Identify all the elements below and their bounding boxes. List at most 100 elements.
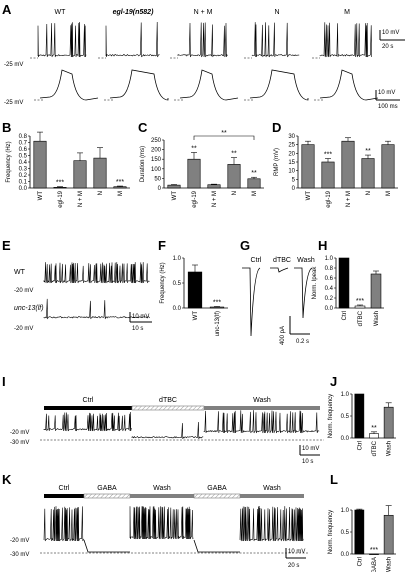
y-tick-label: 0.5 <box>173 281 182 287</box>
bar <box>187 271 203 309</box>
scale-bar-bottom-time: 100 ms <box>378 104 398 110</box>
x-tick-label: WT <box>306 191 312 201</box>
voltage-label-e-bottom: -20 mV <box>14 326 33 332</box>
ctrl-bar <box>44 406 132 410</box>
y-tick-label: 10 <box>288 169 295 175</box>
x-tick-label: M <box>252 191 258 196</box>
x-tick-label: Ctrl <box>342 311 348 320</box>
x-tick-label: Ctrl <box>357 441 363 450</box>
x-tick-label: Wash <box>387 557 393 572</box>
trace <box>131 421 204 440</box>
y-tick-label: 0.2 <box>325 296 334 302</box>
y-tick-label: 0 <box>292 186 296 192</box>
trace <box>319 22 372 58</box>
x-tick-label: egl-19 <box>192 190 198 207</box>
gaba-hyperpolarization <box>193 539 240 553</box>
bar <box>301 144 315 189</box>
y-tick-label: 15 <box>288 160 295 166</box>
significance-mark: *** <box>56 180 64 187</box>
y-tick-label: 5 <box>292 177 296 183</box>
y-tick-label: 25 <box>288 143 295 149</box>
y-tick-label: 0.0 <box>173 306 182 312</box>
scale-bar-top-time: 20 s <box>382 44 393 50</box>
significance-mark: *** <box>370 547 378 554</box>
x-tick-label: egl-19 <box>326 190 332 207</box>
significance-mark: ** <box>251 170 257 177</box>
single-spike <box>249 69 309 101</box>
x-tick-label: dTBC <box>372 440 378 456</box>
scale-bar-top-voltage: 10 mV <box>382 30 399 36</box>
y-tick-label: 250 <box>151 138 162 144</box>
bar <box>361 158 375 189</box>
bar-label-k-wash-1: Wash <box>153 485 171 492</box>
bar <box>53 187 67 189</box>
trace <box>37 22 87 58</box>
evoked-current <box>242 267 261 337</box>
panel-letter-J: J <box>330 374 337 389</box>
scale-bar-g: 400 pA 0.2 s <box>280 316 310 345</box>
bar-chart-unc13-frequency: Frequency (Hz) 0.0 0.5 1.0 WT *** unc-13(lf) <box>160 256 228 336</box>
y-tick-label: 0.3 <box>19 167 28 173</box>
gaba-bar-2-hatch <box>194 494 240 498</box>
x-tick-label: N + M <box>212 191 218 207</box>
trace <box>43 298 150 320</box>
significance-mark: ** <box>365 148 371 155</box>
spike-trains-row <box>30 22 372 59</box>
scale-bar-i-voltage: 10 mV <box>302 446 319 452</box>
significance-mark: ** <box>371 425 377 432</box>
y-tick-label: 0.0 <box>341 436 350 442</box>
ctrl-bar-k <box>44 494 84 498</box>
single-spike <box>109 69 169 101</box>
scale-bar-i: 10 mV 10 s <box>299 445 320 465</box>
bar-chart-gaba-frequency: Norm. frequency 0.0 0.5 1.0 Ctrl *** GABA Wash <box>328 505 396 572</box>
y-tick-label: 0.5 <box>341 530 350 536</box>
bar-chart-duration: Duration (ms) 0 50 100 150 200 250 WT ** egl-19 N … <box>140 130 264 208</box>
y-tick-label: 0.0 <box>341 552 350 558</box>
scale-bar-e-voltage: 10 mV <box>132 314 149 320</box>
evoked-current <box>294 267 313 319</box>
x-tick-label: WT <box>172 191 178 201</box>
evoked-current <box>270 267 289 273</box>
bar <box>369 433 379 439</box>
condition-title-n-m: N + M <box>194 9 213 16</box>
scale-bar-k-time: 20 s <box>288 563 299 569</box>
bar <box>338 257 350 309</box>
panel-letter-E: E <box>2 238 11 253</box>
condition-title-wash: Wash <box>297 257 315 264</box>
y-tick-label: 0.6 <box>325 276 334 282</box>
trace <box>251 22 300 58</box>
x-tick-label: M <box>118 191 124 196</box>
bar <box>354 509 365 555</box>
trace <box>43 412 133 432</box>
scale-bar-e: 10 mV 10 s <box>129 312 152 332</box>
panel-letter-A: A <box>2 2 12 17</box>
single-spike <box>39 69 99 101</box>
dtbc-recording-trace <box>40 410 324 441</box>
y-tick-label: 0.4 <box>325 286 334 292</box>
x-tick-label: Wash <box>374 311 380 326</box>
scale-bar-top: 10 mV 20 s <box>379 30 405 50</box>
significance-mark: *** <box>324 152 332 159</box>
trace-label-wt: WT <box>14 269 26 276</box>
y-tick-label: 0.5 <box>341 414 350 420</box>
gaba-recording-trace <box>40 506 308 554</box>
bar <box>369 553 379 555</box>
y-tick-label: 1.0 <box>173 256 182 262</box>
y-tick-label: 50 <box>154 176 161 182</box>
trace <box>239 506 304 542</box>
bar <box>73 160 87 189</box>
bar <box>167 184 181 189</box>
x-tick-label: unc-13(lf) <box>215 311 221 336</box>
bar <box>354 393 365 439</box>
panel-letter-C: C <box>138 120 148 135</box>
y-tick-label: 0.0 <box>325 306 334 312</box>
x-tick-label: egl-19 <box>58 190 64 207</box>
y-tick-label: 0.2 <box>19 173 28 179</box>
y-tick-label: 0.4 <box>19 160 28 166</box>
bar <box>187 158 201 189</box>
x-tick-label: N <box>232 191 238 195</box>
y-tick-label: 150 <box>151 157 162 163</box>
wash-bar-1 <box>130 494 194 498</box>
trace <box>129 506 194 540</box>
wt-unc13-traces <box>43 262 150 320</box>
